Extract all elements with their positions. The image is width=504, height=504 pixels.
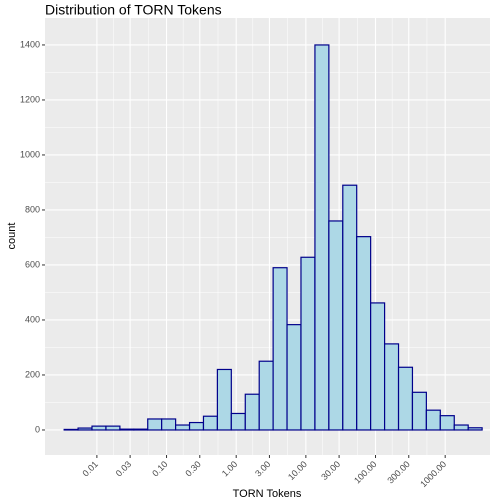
y-tick-label: 400 — [25, 314, 40, 324]
y-tick-label: 1200 — [20, 94, 40, 104]
y-tick-label: 1400 — [20, 39, 40, 49]
bar — [467, 427, 483, 431]
bar — [397, 366, 414, 431]
y-tick-label: 200 — [25, 369, 40, 379]
x-tick-label: 100.00 — [352, 459, 379, 486]
bar — [216, 368, 232, 431]
bar — [286, 324, 302, 431]
y-tick-label: 1000 — [20, 149, 40, 159]
bar — [300, 256, 316, 431]
bar — [147, 418, 163, 431]
bar — [453, 424, 469, 431]
bar — [202, 415, 218, 431]
x-tick-label: 0.30 — [183, 459, 202, 478]
x-tick-label: 0.10 — [150, 459, 169, 478]
y-axis-label: count — [6, 223, 18, 250]
bar — [258, 360, 274, 431]
x-tick-label: 10.00 — [286, 459, 309, 482]
bar — [188, 421, 205, 431]
bar — [411, 391, 427, 431]
bar — [119, 428, 135, 431]
bar — [328, 220, 344, 431]
bar — [133, 428, 149, 431]
chart-title: Distribution of TORN Tokens — [45, 2, 222, 18]
x-axis-label: TORN Tokens — [233, 488, 302, 500]
y-tick-label: 600 — [25, 259, 40, 269]
x-tick-label: 0.01 — [81, 459, 100, 478]
bar — [105, 425, 121, 431]
y-tick-label: 800 — [25, 204, 40, 214]
bar — [244, 393, 260, 431]
bar — [230, 412, 246, 431]
bar — [356, 236, 372, 431]
x-tick-label: 1.00 — [220, 459, 239, 478]
x-tick-label: 3.00 — [253, 459, 272, 478]
x-tick-label: 1000.00 — [418, 459, 448, 489]
bar — [439, 415, 455, 431]
y-tick-label: 0 — [35, 424, 40, 434]
bar — [370, 302, 386, 431]
bar — [161, 418, 177, 431]
bar — [425, 409, 441, 431]
bars — [63, 44, 483, 431]
bar — [77, 427, 93, 431]
bar — [272, 267, 288, 431]
bar — [383, 343, 400, 431]
x-tick-label: 0.03 — [114, 459, 133, 478]
x-tick-label: 300.00 — [385, 459, 412, 486]
bar — [342, 184, 358, 431]
bar — [314, 44, 330, 431]
bar — [175, 424, 191, 431]
bar — [91, 425, 107, 431]
bar — [63, 428, 79, 431]
x-tick-label: 30.00 — [319, 459, 342, 482]
